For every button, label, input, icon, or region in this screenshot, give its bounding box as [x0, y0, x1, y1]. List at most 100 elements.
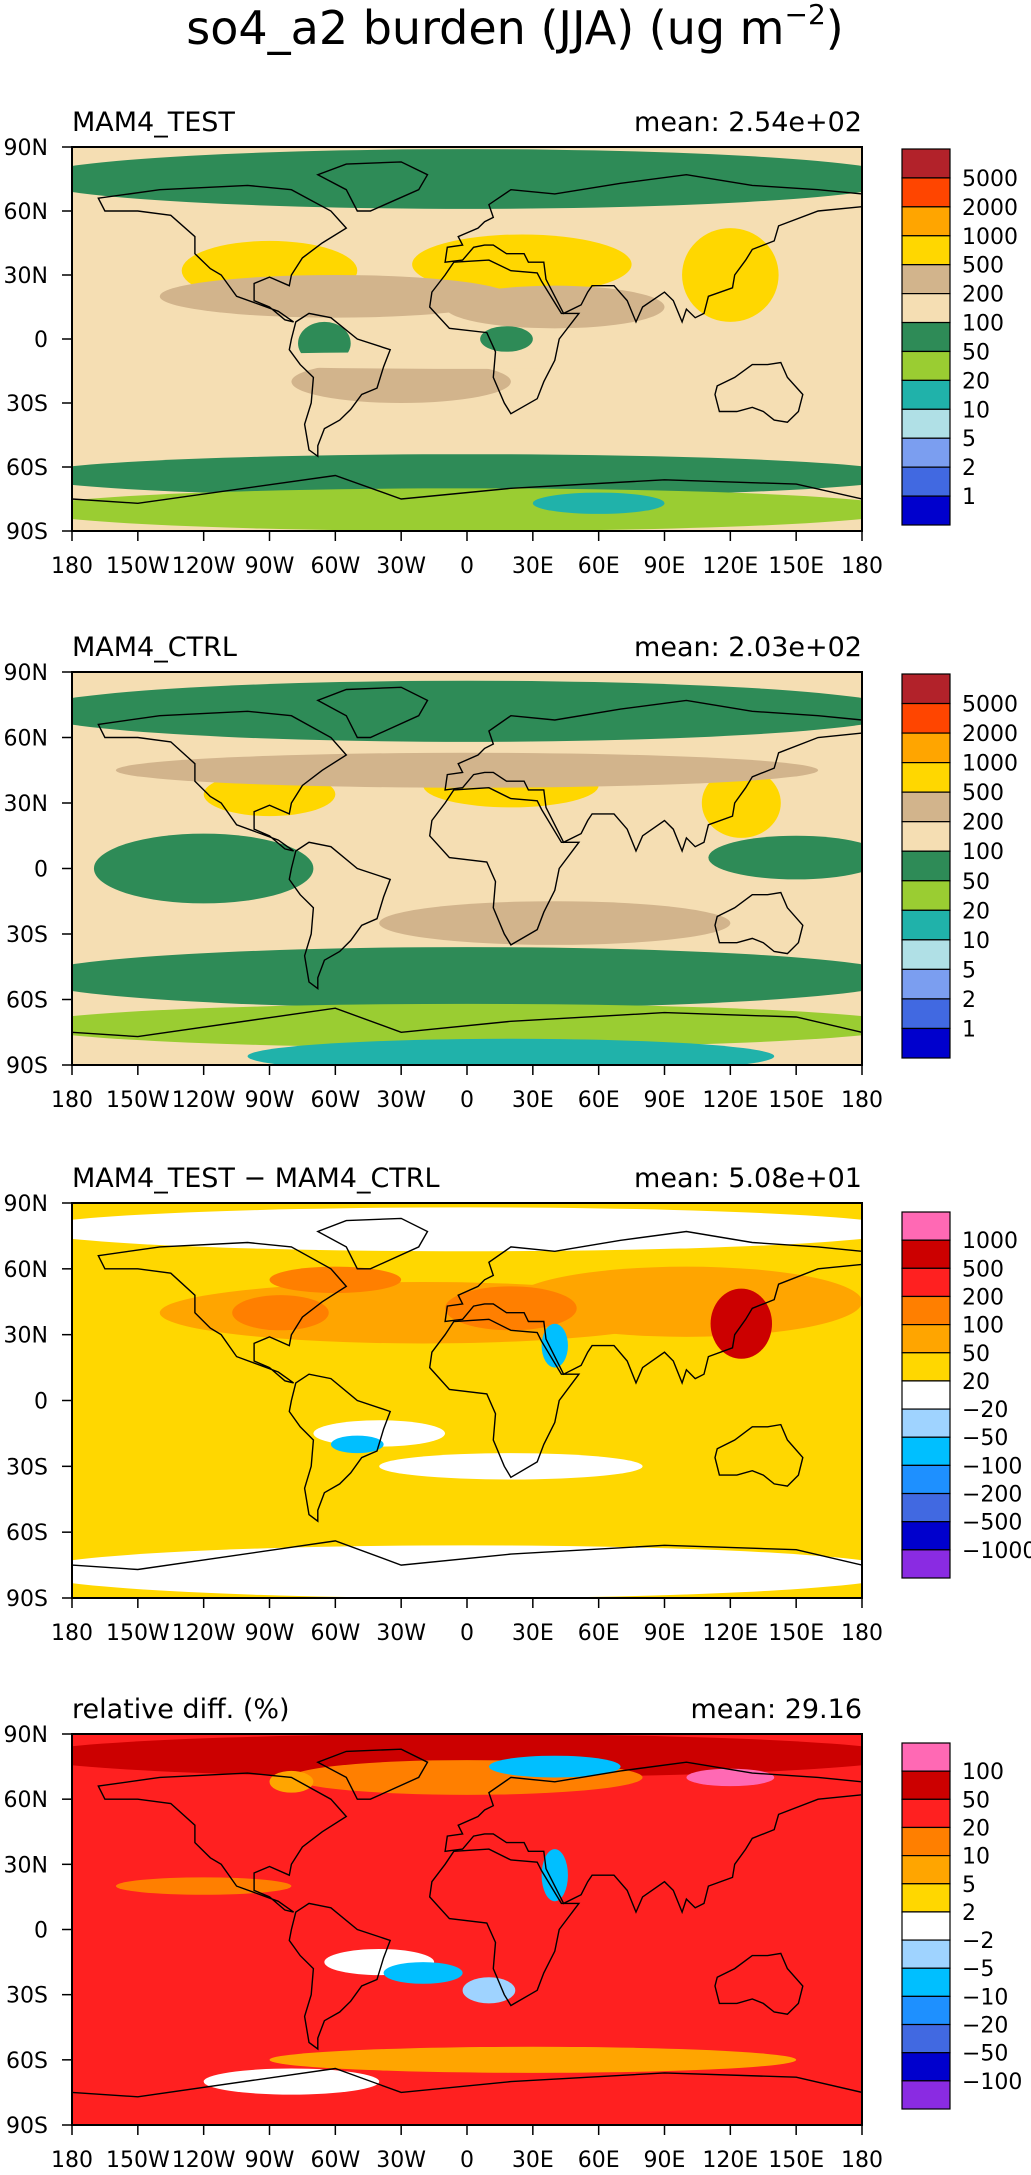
colorbar-label: 100 [962, 312, 1004, 337]
colorbar-swatch [901, 1352, 951, 1382]
colorbar-label: −20 [962, 1398, 1008, 1423]
coastline [444, 1761, 862, 1915]
y-tick-label: 30N [4, 1853, 48, 1878]
field-region [72, 947, 862, 1009]
panel-label: relative diff. (%) [72, 1694, 290, 1725]
colorbar-label: 5 [962, 958, 976, 983]
colorbar-label: 50 [962, 340, 990, 365]
x-tick-label: 30W [376, 1621, 426, 1646]
x-tick-label: 30E [512, 1088, 554, 1113]
y-tick-label: 60S [6, 2049, 48, 2074]
colorbar-label: 1000 [962, 752, 1018, 777]
field-region [291, 360, 511, 403]
colorbar-label: −5 [962, 1957, 994, 1982]
field-region [708, 835, 862, 880]
y-tick-label: 30N [4, 792, 48, 817]
colorbar-swatch [901, 495, 951, 526]
panel-difference: MAM4_TEST − MAM4_CTRL mean: 5.08e+01 180 15… [4, 1163, 1031, 1646]
colorbar-swatch [901, 293, 951, 324]
colorbar-swatch [901, 1855, 951, 1885]
x-tick-label: 180 [51, 554, 93, 579]
colorbar-swatch [901, 466, 951, 497]
panel-mean: mean: 2.03e+02 [634, 632, 862, 663]
colorbar-swatch [901, 206, 951, 237]
x-tick-label: 150E [768, 554, 824, 579]
field-region [445, 285, 665, 329]
field-region [532, 492, 665, 514]
coastline [97, 1241, 348, 1384]
colorbar-label: −10 [962, 1985, 1008, 2010]
coastline [72, 474, 862, 531]
x-tick-label: 120W [172, 1621, 236, 1646]
x-tick-label: 60E [578, 1088, 620, 1113]
colorbar-label: 2 [962, 1901, 976, 1926]
colorbar-swatch [901, 1770, 951, 1800]
coastline [316, 1217, 429, 1270]
colorbar-swatch [901, 732, 951, 764]
field-region [72, 1545, 862, 1598]
colorbar-swatch [901, 791, 951, 823]
y-tick-label: 30S [6, 392, 48, 417]
colorbar-swatch [901, 1027, 951, 1059]
colorbar-swatch [901, 379, 951, 410]
colorbar-swatch [901, 1436, 951, 1466]
colorbar-label: −500 [962, 1511, 1022, 1536]
colorbar-swatch [901, 1380, 951, 1410]
field-region [269, 1770, 314, 1793]
coastline [444, 699, 862, 854]
x-tick-label: 180 [841, 2148, 883, 2173]
x-tick-label: 90E [644, 2148, 686, 2173]
colorbar-label: 1 [962, 485, 976, 510]
field-region [115, 752, 819, 788]
y-tick-label: 90S [6, 1054, 48, 1079]
colorbar-label: −50 [962, 1426, 1008, 1451]
field-region [72, 454, 862, 497]
colorbar-label: 50 [962, 1342, 990, 1367]
colorbar-swatch [901, 1549, 951, 1579]
x-tick-label: 180 [51, 1088, 93, 1113]
y-tick-label: 90N [4, 661, 48, 686]
y-tick-label: 0 [34, 1919, 48, 1944]
x-tick-label: 30W [376, 554, 426, 579]
colorbar-swatch [901, 1211, 951, 1241]
y-tick-label: 90S [6, 520, 48, 545]
colorbar-swatch [901, 939, 951, 970]
y-tick-label: 90S [6, 1587, 48, 1612]
field-region [510, 1266, 862, 1337]
field-region [269, 2046, 797, 2073]
colorbar-label: 20 [962, 369, 990, 394]
colorbar-swatch [901, 998, 951, 1030]
x-tick-label: 30E [512, 554, 554, 579]
field-region [710, 1288, 773, 1359]
colorbar-swatch [901, 673, 951, 705]
colorbar-swatch [901, 968, 951, 1000]
colorbar-label: −1000 [962, 1539, 1031, 1564]
field-region [383, 1962, 463, 1984]
colorbar-swatch [901, 1408, 951, 1438]
coastline [97, 710, 348, 852]
colorbar-label: 5 [962, 1873, 976, 1898]
colorbar-swatch [901, 1911, 951, 1941]
colorbar-swatch [901, 909, 951, 941]
x-tick-label: 0 [460, 554, 474, 579]
colorbar-label: 10 [962, 398, 990, 423]
coastline [428, 259, 581, 415]
x-tick-label: 180 [841, 554, 883, 579]
colorbar-swatch [901, 2080, 951, 2110]
coastline [428, 786, 581, 946]
colorbar-swatch [901, 821, 951, 852]
x-tick-label: 120E [702, 554, 758, 579]
y-tick-label: 90N [4, 136, 48, 161]
field-region [72, 149, 862, 209]
panel-mean: mean: 29.16 [690, 1694, 862, 1725]
x-tick-label: 150W [106, 554, 170, 579]
x-tick-label: 180 [51, 1621, 93, 1646]
x-tick-label: 60W [310, 1088, 360, 1113]
field-region [480, 326, 533, 352]
panel-label: MAM4_TEST [72, 107, 235, 138]
field-region [72, 1207, 862, 1252]
colorbar-label: 500 [962, 1257, 1004, 1282]
field-region [330, 1435, 384, 1454]
x-tick-label: 0 [460, 2148, 474, 2173]
x-tick-label: 90W [245, 554, 295, 579]
